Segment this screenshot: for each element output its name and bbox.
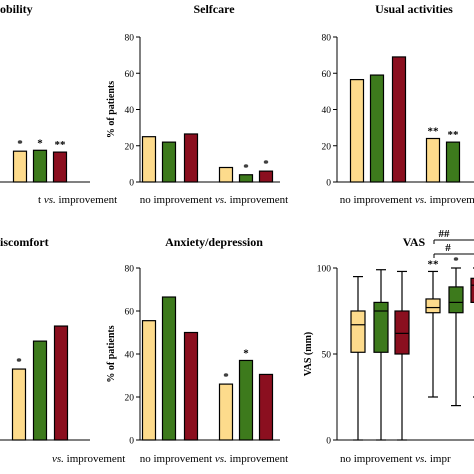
y-tick-label: 0	[326, 179, 331, 189]
box-vas-g1-s0	[425, 298, 441, 314]
significance-marker: *	[263, 158, 269, 170]
box-vas-g1-s1	[448, 286, 464, 314]
bar-usual-activities-g1-s0	[425, 137, 441, 183]
box-vas-g0-s2	[394, 310, 410, 355]
bar-usual-activities-g0-s1	[369, 74, 385, 183]
bar-anxiety-depression-g1-s1	[238, 359, 254, 441]
significance-marker: *	[243, 347, 249, 359]
significance-marker: *	[453, 255, 459, 267]
y-tick-label: 80	[125, 34, 135, 44]
y-tick-label: 80	[322, 34, 332, 44]
bar-pain-discomfort-g1-s2	[53, 325, 69, 441]
panel-title: VAS	[403, 235, 426, 249]
y-tick-label: 100	[317, 265, 332, 275]
panel-title: Selfcare	[193, 2, 235, 16]
bar-selfcare-g0-s0	[141, 136, 157, 183]
y-tick-label: 50	[322, 351, 332, 361]
x-axis-label: t vs. improvement	[38, 194, 117, 206]
x-axis-label: no improvement vs. improvement	[140, 453, 288, 465]
significance-marker: **	[448, 129, 460, 141]
bar-pain-discomfort-g1-s0	[11, 368, 27, 441]
panel-title: obility	[0, 2, 33, 16]
panel-selfcare: Selfcare 0 20 40 60 80 % of patients no improve…	[106, 2, 288, 206]
bar-selfcare-g1-s0	[218, 166, 234, 183]
bar-mobility-g1-s1	[32, 149, 48, 183]
bar-selfcare-g1-s2	[258, 170, 274, 183]
panel-usual-activities: Usual activities 0 20 40 60 80 no improvement …	[322, 2, 474, 206]
bar-mobility-g1-s2	[52, 151, 68, 183]
bar-anxiety-depression-g0-s1	[161, 296, 177, 441]
panel-title: Usual activities	[375, 2, 453, 16]
x-axis-label: no improvement vs. impr	[340, 453, 451, 465]
y-axis-label: % of patients	[106, 325, 117, 382]
y-axis-label: VAS (mm)	[303, 332, 314, 377]
box-vas-g1-s2	[470, 277, 474, 304]
y-tick-label: 40	[322, 106, 332, 116]
bracket-label: ##	[439, 228, 451, 240]
y-tick-label: 40	[125, 106, 135, 116]
panel-title: Anxiety/depression	[165, 235, 263, 249]
x-axis-label: no improvement vs. improvement	[140, 194, 288, 206]
y-tick-label: 0	[326, 437, 331, 447]
x-axis-label: vs. improvement	[52, 453, 125, 465]
panel-pain-discomfort: iscomfort vs. improvement *	[0, 235, 125, 465]
significance-marker: **	[428, 126, 440, 138]
bar-usual-activities-g0-s2	[391, 56, 407, 183]
y-tick-label: 0	[129, 179, 134, 189]
panel-title: iscomfort	[0, 235, 49, 249]
significance-marker: *	[16, 356, 22, 368]
panel-anxiety-depression: Anxiety/depression 0 20 40 60 80 % of patients…	[106, 235, 288, 465]
bar-anxiety-depression-g0-s2	[183, 331, 199, 441]
y-tick-label: 40	[125, 351, 135, 361]
bar-anxiety-depression-g1-s0	[218, 383, 234, 441]
bar-selfcare-g0-s1	[161, 141, 177, 183]
significance-marker: **	[55, 139, 67, 151]
bracket-label: #	[445, 242, 451, 254]
significance-marker: *	[37, 137, 43, 149]
y-tick-label: 0	[129, 437, 134, 447]
y-axis-label: % of patients	[106, 81, 117, 138]
panel-vas: VAS 0 50 100 VAS (mm) no improvement vs. impr…	[303, 228, 474, 465]
y-tick-label: 20	[125, 394, 135, 404]
y-tick-label: 20	[125, 142, 135, 152]
y-tick-label: 60	[322, 70, 332, 80]
bar-anxiety-depression-g1-s2	[258, 373, 274, 441]
significance-marker: *	[223, 371, 229, 383]
bar-usual-activities-g1-s1	[445, 141, 461, 183]
bar-selfcare-g1-s1	[238, 174, 254, 183]
significance-marker: **	[428, 258, 440, 270]
x-axis-label: no improvement vs. improvement	[340, 194, 474, 206]
significance-marker: *	[243, 162, 249, 174]
bar-usual-activities-g0-s0	[349, 78, 365, 183]
y-tick-label: 80	[125, 265, 135, 275]
bar-mobility-g1-s0	[12, 150, 28, 183]
bar-anxiety-depression-g0-s0	[141, 320, 157, 441]
y-tick-label: 60	[125, 308, 135, 318]
y-tick-label: 60	[125, 70, 135, 80]
bar-selfcare-g0-s2	[183, 133, 199, 183]
significance-marker: *	[17, 138, 23, 150]
bar-pain-discomfort-g1-s1	[32, 340, 48, 441]
box-vas-g0-s0	[350, 310, 366, 353]
box-vas-g0-s1	[373, 301, 389, 353]
y-tick-label: 20	[322, 142, 332, 152]
